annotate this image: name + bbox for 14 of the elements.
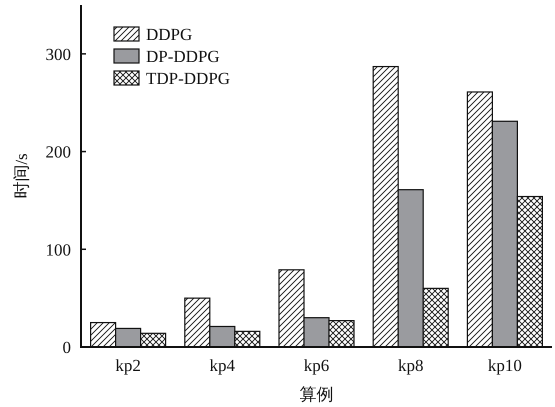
x-tick-label: kp6: [304, 356, 330, 375]
x-axis-title: 算例: [300, 385, 334, 404]
y-tick-label: 100: [46, 240, 71, 260]
x-tick-label: kp10: [488, 356, 522, 375]
y-axis-title: 时间/s: [12, 153, 31, 199]
y-tick-label: 0: [62, 338, 71, 357]
y-tick-label: 200: [46, 142, 71, 162]
legend-label: TDP-DDPG: [146, 69, 230, 88]
legend-label: DDPG: [146, 25, 192, 44]
legend-label: DP-DDPG: [146, 47, 220, 66]
x-tick-label: kp4: [210, 356, 236, 375]
y-tick-label: 300: [46, 44, 71, 64]
x-tick-label: kp2: [115, 356, 141, 375]
x-tick-label: kp8: [398, 356, 424, 375]
